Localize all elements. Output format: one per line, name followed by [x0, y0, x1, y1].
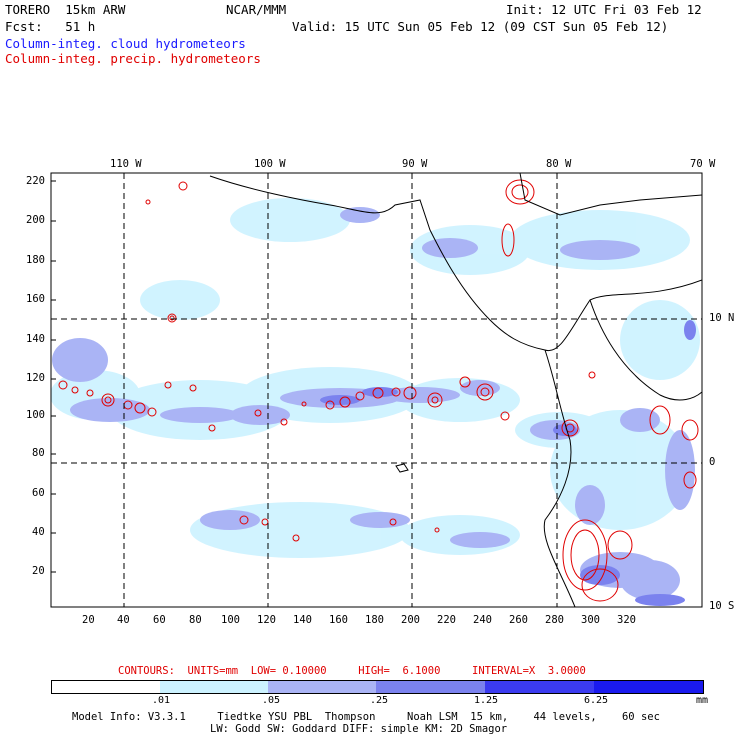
- model-info-line1: Model Info: V3.3.1 Tiedtke YSU PBL Thomp…: [72, 711, 660, 723]
- y-tick-label: 20: [32, 565, 45, 577]
- x-tick-label: 180: [365, 614, 384, 626]
- x-tick-label: 260: [509, 614, 528, 626]
- y-tick-label: 220: [26, 175, 45, 187]
- colorbar-segment: [160, 681, 268, 693]
- y-tick-label: 80: [32, 447, 45, 459]
- y-tick-label: 120: [26, 372, 45, 384]
- x-tick-label: 200: [401, 614, 420, 626]
- x-tick-label: 220: [437, 614, 456, 626]
- cloud-hydrometeor-fill: [51, 173, 702, 607]
- x-tick-label: 120: [257, 614, 276, 626]
- x-tick-label: 80: [189, 614, 202, 626]
- forecast-hour: Fcst: 51 h: [5, 19, 96, 34]
- lon-label: 110 W: [110, 158, 142, 170]
- colorbar-level: 6.25: [584, 695, 609, 706]
- colorbar-level: .01: [152, 695, 171, 706]
- model-info-line2: LW: Godd SW: Goddard DIFF: simple KM: 2D…: [210, 723, 508, 735]
- contour-field-title: Column-integ. precip. hydrometeors: [5, 51, 261, 66]
- y-tick-label: 100: [26, 409, 45, 421]
- colorbar-segment: [594, 681, 703, 693]
- colorbar-level: .25: [370, 695, 389, 706]
- lon-label: 80 W: [546, 158, 572, 170]
- x-tick-label: 20: [82, 614, 95, 626]
- x-tick-label: 60: [153, 614, 166, 626]
- x-tick-label: 240: [473, 614, 492, 626]
- colorbar-segment: [485, 681, 594, 693]
- x-tick-label: 320: [617, 614, 636, 626]
- x-tick-label: 300: [581, 614, 600, 626]
- colorbar-units: mm: [696, 695, 709, 706]
- init-time: Init: 12 UTC Fri 03 Feb 12: [506, 2, 702, 17]
- colorbar-level: .05: [262, 695, 281, 706]
- x-tick-label: 160: [329, 614, 348, 626]
- y-tick-label: 160: [26, 293, 45, 305]
- fill-field-title: Column-integ. cloud hydrometeors: [5, 36, 246, 51]
- lat-label: 0: [709, 456, 716, 468]
- lon-label: 100 W: [254, 158, 286, 170]
- lat-label: 10 N: [709, 312, 735, 324]
- model-info: Model Info: V3.3.1 Tiedtke YSU PBL Thomp…: [72, 711, 660, 735]
- y-tick-label: 40: [32, 526, 45, 538]
- colorbar-segment: [376, 681, 485, 693]
- x-tick-label: 100: [221, 614, 240, 626]
- model-name: TORERO 15km ARW: [5, 2, 126, 17]
- lat-label: 10 S: [709, 600, 735, 612]
- y-tick-label: 60: [32, 487, 45, 499]
- lon-label: 70 W: [690, 158, 716, 170]
- x-tick-label: 280: [545, 614, 564, 626]
- contour-info: CONTOURS: UNITS=mm LOW= 0.10000 HIGH= 6.…: [118, 665, 586, 677]
- colorbar-segment: [52, 681, 160, 693]
- y-tick-label: 140: [26, 333, 45, 345]
- y-tick-label: 180: [26, 254, 45, 266]
- y-tick-label: 200: [26, 214, 45, 226]
- lon-label: 90 W: [402, 158, 428, 170]
- colorbar-segment: [268, 681, 376, 693]
- center-name: NCAR/MMM: [226, 2, 287, 17]
- x-tick-label: 40: [117, 614, 130, 626]
- colorbar: [51, 680, 704, 694]
- x-tick-label: 140: [293, 614, 312, 626]
- valid-time: Valid: 15 UTC Sun 05 Feb 12 (09 CST Sun …: [292, 19, 669, 34]
- colorbar-level: 1.25: [474, 695, 499, 706]
